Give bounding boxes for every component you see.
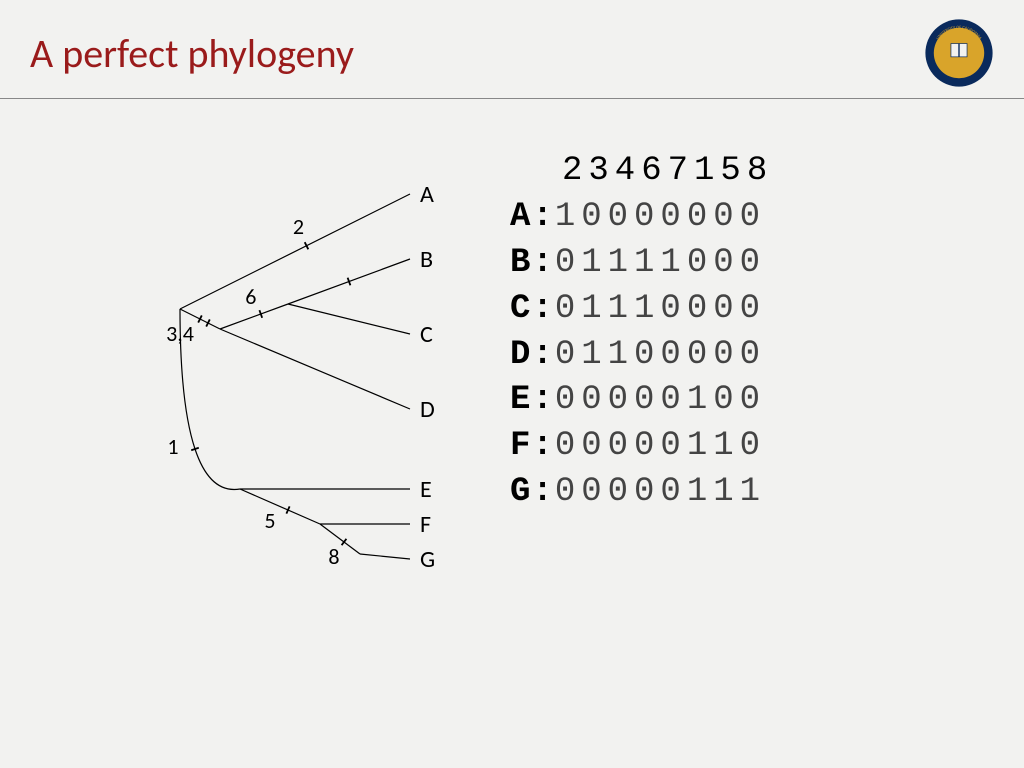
matrix-row: A:10000000: [510, 195, 984, 241]
matrix-row: E:00000100: [510, 378, 984, 424]
character-matrix: 23467158A:10000000B:01111000C:01110000D:…: [460, 149, 984, 629]
edge-label: 5: [264, 507, 275, 534]
edge-label: 1: [167, 433, 178, 460]
matrix-column-header: 23467158: [510, 149, 984, 195]
leaf-label: F: [420, 510, 431, 539]
matrix-row-values: 10000000: [555, 198, 766, 236]
slide-header: A perfect phylogeny UNIVERSITY OF CALIFO…: [0, 0, 1024, 99]
matrix-row: B:01111000: [510, 241, 984, 287]
leaf-label: E: [420, 475, 432, 504]
leaf-label: A: [420, 180, 434, 209]
tree-tick: [342, 539, 347, 545]
matrix-row-values: 00000100: [555, 381, 766, 419]
matrix-row-label: A:: [510, 198, 555, 236]
university-seal-icon: UNIVERSITY OF CALIFORNIA SAN DIEGO: [924, 18, 994, 88]
matrix-row-values: 00000110: [555, 427, 766, 465]
slide-body: 23,46581ABCDEFG 23467158A:10000000B:0111…: [0, 99, 1024, 629]
slide-title: A perfect phylogeny: [30, 29, 354, 78]
matrix-row-label: G:: [510, 473, 555, 511]
matrix-row-values: 01111000: [555, 244, 766, 282]
matrix-row-label: C:: [510, 290, 555, 328]
matrix-row-values: 01110000: [555, 290, 766, 328]
leaf-label: C: [420, 320, 433, 349]
matrix-row-values: 00000111: [555, 473, 766, 511]
matrix-row: D:01100000: [510, 333, 984, 379]
matrix-row-values: 01100000: [555, 336, 766, 374]
tree-edge: [240, 489, 320, 524]
matrix-row: F:00000110: [510, 424, 984, 470]
matrix-row: C:01110000: [510, 287, 984, 333]
leaf-label: G: [420, 545, 435, 574]
edge-label: 2: [293, 213, 304, 240]
leaf-label: B: [420, 245, 433, 274]
tree-edge: [180, 194, 410, 309]
tree-edge: [360, 554, 410, 559]
edge-label: 8: [328, 543, 339, 570]
tree-edge: [288, 304, 410, 334]
matrix-row-label: E:: [510, 381, 555, 419]
tree-edge: [320, 524, 360, 554]
edge-label: 6: [245, 283, 256, 310]
matrix-row: G:00000111: [510, 470, 984, 516]
matrix-row-label: F:: [510, 427, 555, 465]
leaf-label: D: [420, 395, 435, 424]
tree-edge: [220, 329, 410, 409]
matrix-row-label: B:: [510, 244, 555, 282]
tree-tick: [191, 448, 199, 451]
matrix-row-label: D:: [510, 336, 555, 374]
phylogeny-tree: 23,46581ABCDEFG: [40, 149, 460, 629]
